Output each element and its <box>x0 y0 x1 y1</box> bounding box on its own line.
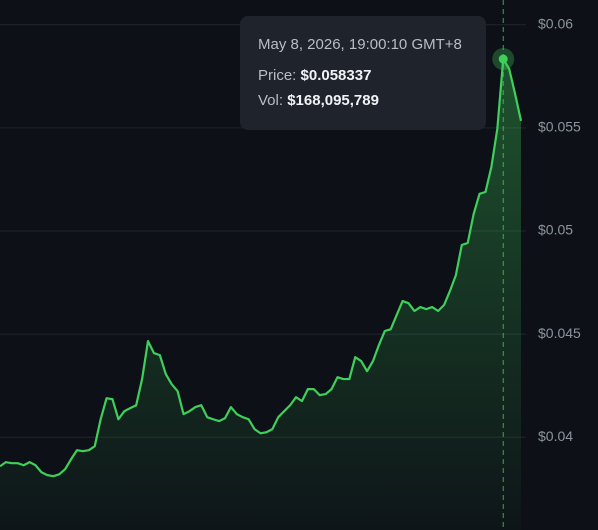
tooltip-price: $0.058337 <box>300 67 372 84</box>
y-tick-label: $0.045 <box>538 325 581 341</box>
area <box>0 59 521 530</box>
tooltip-price-label: Price: <box>258 67 297 84</box>
tooltip-vol-label: Vol: <box>258 92 284 109</box>
y-tick-label: $0.06 <box>538 15 573 31</box>
y-tick-label: $0.04 <box>538 428 573 444</box>
hover-point <box>498 54 508 64</box>
tooltip-vol-row: Vol: $168,095,789 <box>258 92 486 109</box>
tooltip-price-row: Price: $0.058337 <box>258 67 486 84</box>
tooltip-vol: $168,095,789 <box>287 92 379 109</box>
y-tick-label: $0.055 <box>538 119 581 135</box>
tooltip-date: May 8, 2026, 19:00:10 GMT+8 <box>258 36 462 53</box>
tooltip: May 8, 2026, 19:00:10 GMT+8 Price: $0.05… <box>240 16 486 130</box>
y-tick-label: $0.05 <box>538 222 573 238</box>
price-line <box>0 57 523 478</box>
